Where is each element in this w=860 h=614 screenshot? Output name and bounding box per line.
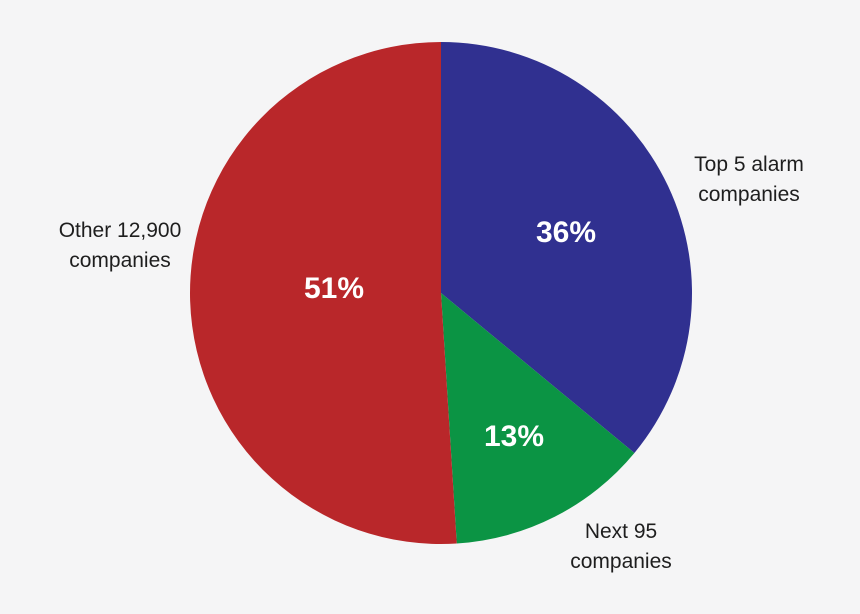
slice-value-label: 51%: [304, 272, 364, 305]
slice-category-label: Top 5 alarm companies: [694, 153, 804, 206]
slice-category-label-line: companies: [698, 183, 800, 206]
slice-category-label: Other 12,900 companies: [59, 219, 182, 272]
pie-slice-1: [441, 42, 692, 453]
slice-category-label-line: Other 12,900: [59, 219, 182, 242]
slice-category-label-line: companies: [570, 550, 672, 573]
slice-value-label: 36%: [536, 216, 596, 249]
slice-category-label-line: Next 95: [585, 520, 657, 543]
pie-slice-3: [189, 42, 457, 545]
slice-category-label-line: Top 5 alarm: [694, 153, 804, 176]
slice-category-label-line: companies: [69, 249, 171, 272]
slice-category-label: Next 95 companies: [570, 520, 672, 573]
slice-value-label: 13%: [484, 420, 544, 453]
pie-slice-2: [441, 293, 635, 544]
